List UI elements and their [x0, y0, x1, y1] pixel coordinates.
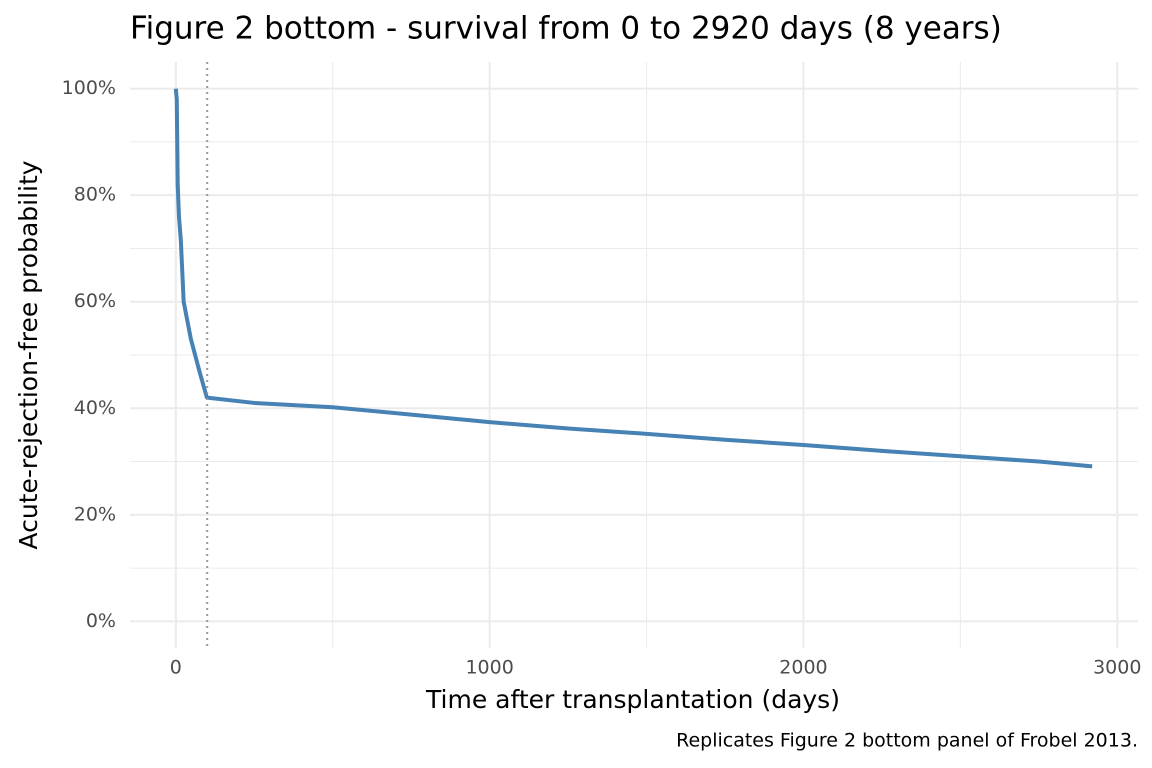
y-axis-label: Acute-rejection-free probability — [14, 160, 43, 549]
y-tick-label: 60% — [74, 290, 116, 312]
y-tick-label: 80% — [74, 184, 116, 206]
x-tick-label: 3000 — [1093, 657, 1141, 679]
caption: Replicates Figure 2 bottom panel of Frob… — [676, 730, 1138, 752]
x-tick-label: 1000 — [465, 657, 513, 679]
x-axis-label: Time after transplantation (days) — [425, 685, 840, 714]
x-tick-label: 0 — [170, 657, 182, 679]
y-tick-label: 40% — [74, 397, 116, 419]
y-tick-label: 20% — [74, 503, 116, 525]
line-series — [173, 88, 1093, 469]
y-tick-label: 100% — [62, 77, 116, 99]
y-tick-label: 0% — [86, 610, 116, 632]
x-tick-label: 2000 — [779, 657, 827, 679]
chart-title: Figure 2 bottom - survival from 0 to 292… — [130, 11, 1002, 47]
